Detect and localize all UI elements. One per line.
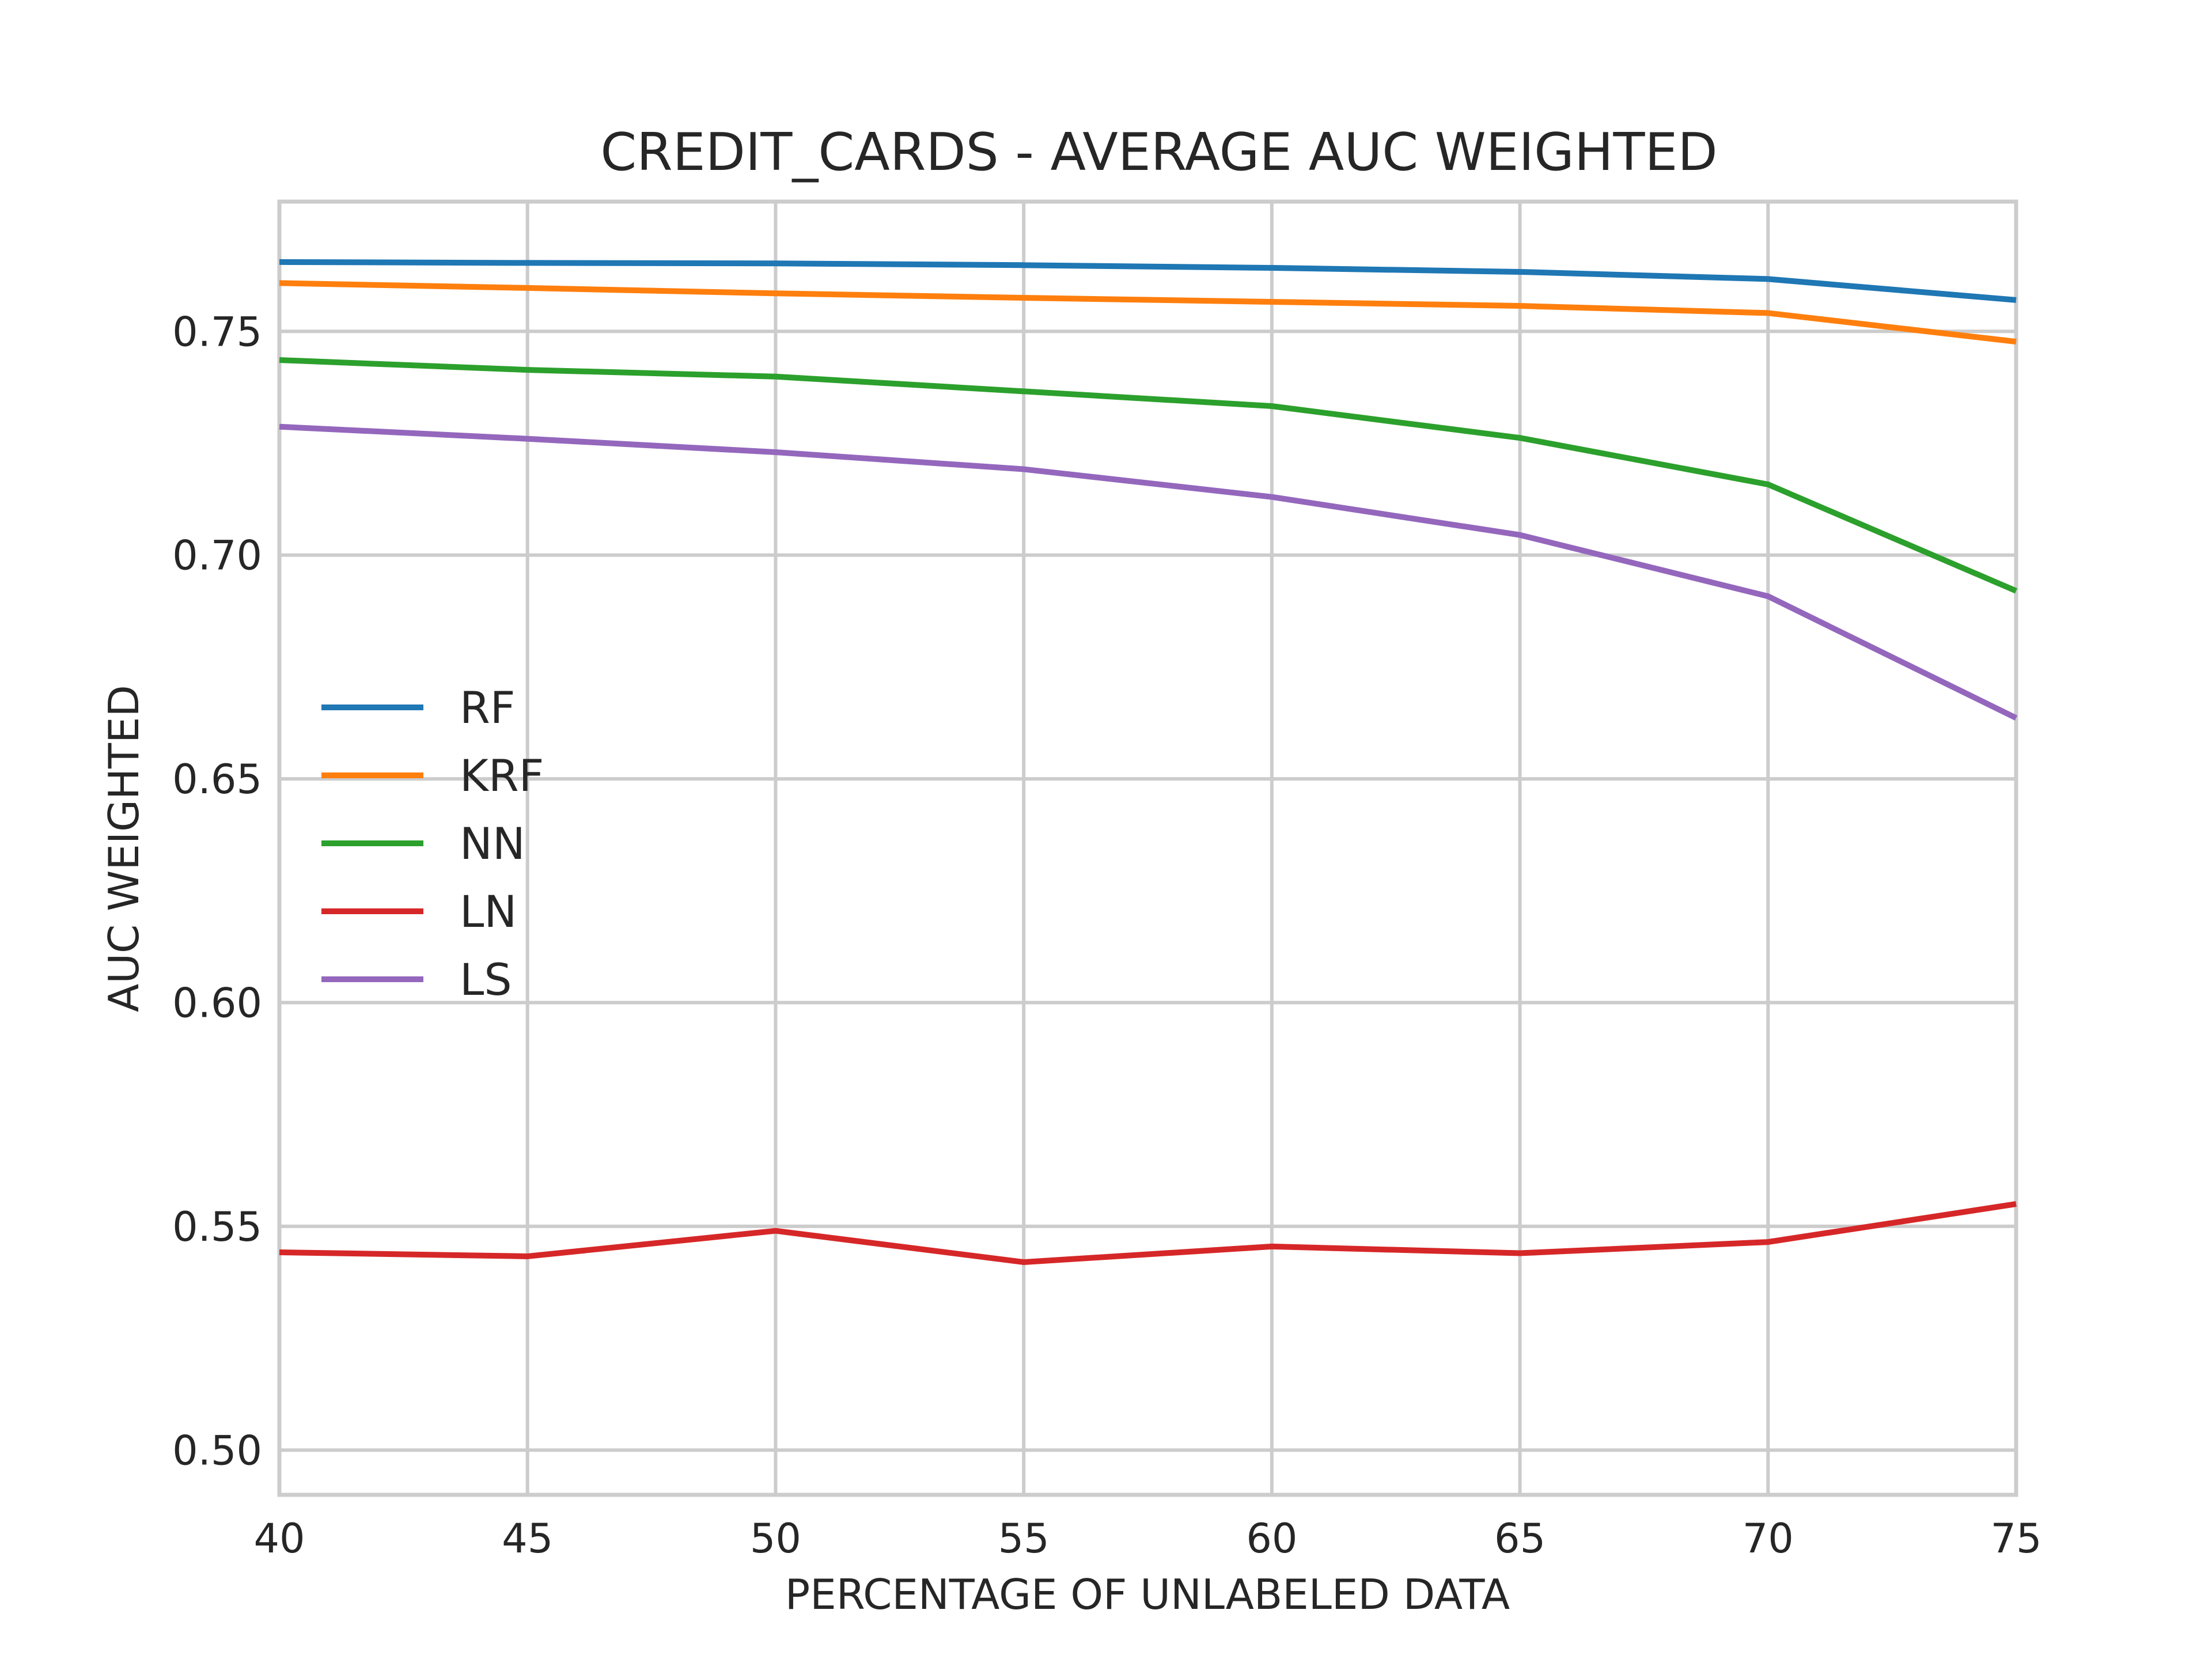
y-tick-labels: 0.50 0.55 0.60 0.65 0.70 0.75	[172, 308, 262, 1474]
x-tick-label: 50	[750, 1515, 801, 1562]
series-line-nn	[279, 357, 2017, 594]
legend-label-ls: LS	[460, 954, 512, 1005]
plot-frame	[277, 199, 2018, 1497]
y-tick-label: 0.70	[172, 532, 262, 579]
series-line-ls	[279, 423, 2018, 721]
x-tick-label: 40	[253, 1515, 305, 1562]
legend-label-nn: NN	[460, 818, 525, 869]
legend-label-rf: RF	[460, 682, 516, 733]
x-tick-labels: 40 45 50 55 60 65 70 75	[253, 1515, 2041, 1562]
x-tick-label: 70	[1743, 1515, 1794, 1562]
y-tick-label: 0.65	[172, 756, 262, 803]
legend-label-krf: KRF	[460, 750, 544, 801]
x-tick-label: 55	[998, 1515, 1050, 1562]
series-line-rf	[279, 259, 2017, 303]
x-axis-label: PERCENTAGE OF UNLABELED DATA	[785, 1570, 1510, 1619]
y-tick-label: 0.75	[172, 308, 262, 355]
legend-label-ln: LN	[460, 886, 517, 937]
y-axis-label: AUC WEIGHTED	[100, 685, 148, 1012]
series-line-ln	[279, 1201, 2017, 1266]
legend: RF KRF NN LN LS	[321, 682, 544, 1005]
x-tick-label: 75	[1990, 1515, 2041, 1562]
series-group	[279, 259, 2018, 1266]
series-line-krf	[279, 280, 2017, 345]
grid	[278, 202, 2018, 1495]
y-tick-label: 0.55	[172, 1203, 262, 1251]
y-tick-label: 0.60	[172, 980, 262, 1027]
x-tick-label: 65	[1494, 1515, 1546, 1562]
y-tick-label: 0.50	[172, 1427, 262, 1474]
x-tick-label: 45	[502, 1515, 553, 1562]
chart-title: CREDIT_CARDS - AVERAGE AUC WEIGHTED	[600, 122, 1717, 183]
x-tick-label: 60	[1246, 1515, 1297, 1562]
